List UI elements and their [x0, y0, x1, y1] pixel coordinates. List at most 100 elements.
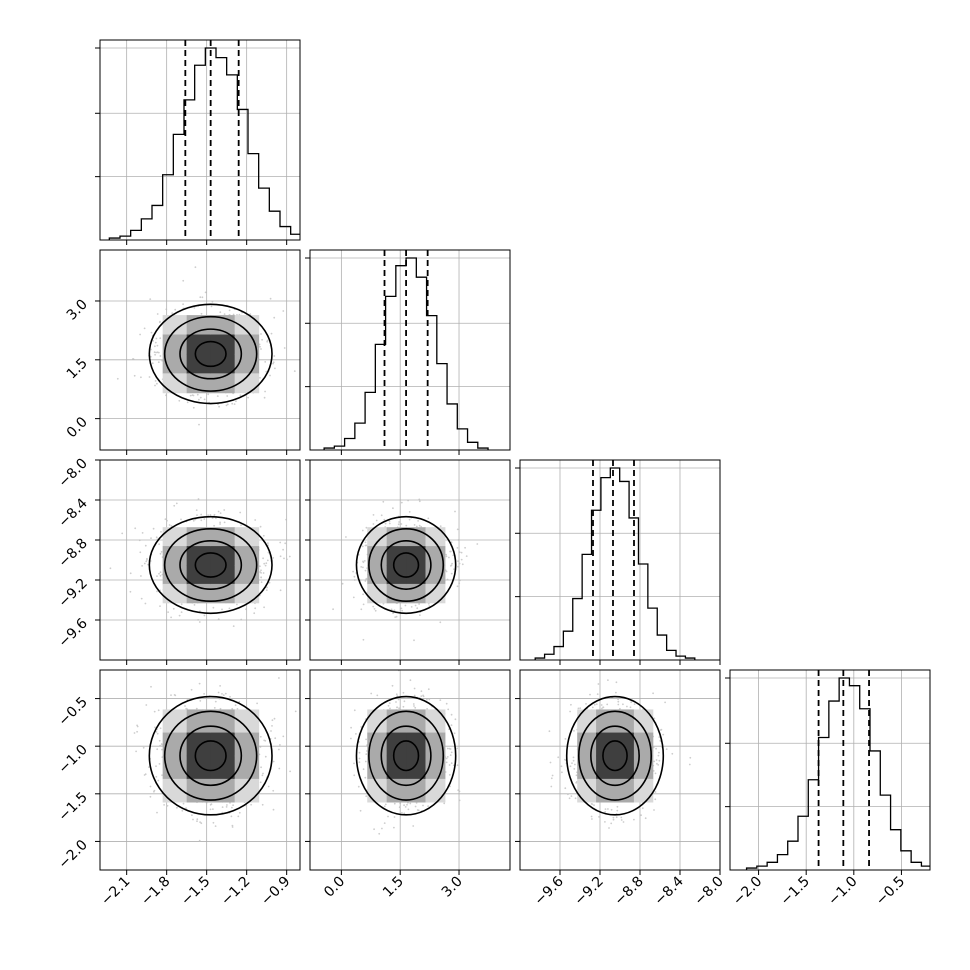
scatter-point — [568, 797, 571, 800]
scatter-point — [259, 565, 261, 568]
scatter-point — [364, 776, 367, 779]
scatter-point — [410, 606, 413, 608]
scatter-point — [165, 394, 167, 397]
y-tick-label-p3: −8.4 — [55, 495, 90, 530]
scatter-point — [572, 759, 575, 762]
scatter-point — [393, 802, 396, 805]
scatter-point — [458, 799, 461, 802]
scatter-point — [155, 775, 158, 778]
contour-line — [392, 552, 420, 578]
scatter-point — [200, 822, 203, 825]
scatter-point — [407, 499, 409, 502]
scatter-point — [598, 816, 600, 818]
panel-2-1: 0.0 1.5 3.0 — [64, 249, 301, 455]
contour-line — [194, 740, 227, 772]
scatter-point — [109, 567, 112, 570]
scatter-point — [458, 790, 461, 793]
scatter-point — [214, 700, 217, 703]
scatter-point — [173, 504, 176, 507]
scatter-point — [597, 683, 600, 685]
scatter-point — [201, 296, 204, 299]
scatter-point — [154, 353, 157, 356]
scatter-point — [401, 609, 403, 612]
scatter-point — [689, 756, 692, 759]
scatter-point — [261, 338, 263, 341]
scatter-point — [176, 806, 178, 809]
scatter-point — [574, 797, 577, 800]
scatter-point — [612, 818, 615, 821]
histogram-p3 — [534, 467, 696, 660]
scatter-point — [550, 777, 553, 780]
scatter-point — [420, 695, 423, 697]
scatter-point — [390, 608, 393, 611]
scatter-point — [272, 760, 275, 763]
scatter-point — [362, 593, 364, 596]
scatter-point — [456, 547, 459, 549]
scatter-point — [199, 610, 201, 613]
scatter-point — [445, 555, 448, 558]
scatter-point — [213, 707, 216, 709]
scatter-point — [418, 498, 421, 501]
scatter-point — [231, 402, 234, 405]
scatter-point — [180, 603, 183, 606]
scatter-point — [652, 692, 654, 695]
density-cell — [367, 527, 388, 547]
scatter-point — [380, 514, 383, 517]
scatter-point — [564, 738, 567, 740]
scatter-point — [249, 313, 252, 315]
scatter-point — [158, 321, 161, 324]
scatter-point — [153, 351, 156, 354]
scatter-point — [373, 828, 375, 831]
scatter-point — [456, 747, 458, 750]
scatter-point — [199, 296, 202, 299]
panel-4-4: −2.0 −1.5 −1.0 −0.5 — [725, 669, 931, 909]
scatter-point — [210, 803, 213, 805]
scatter-point — [279, 555, 282, 558]
scatter-point — [221, 608, 223, 611]
scatter-point — [155, 351, 158, 354]
scatter-point — [159, 355, 162, 357]
scatter-point — [415, 525, 418, 528]
scatter-point — [362, 603, 365, 606]
scatter-point — [166, 804, 169, 807]
scatter-point — [427, 805, 429, 807]
scatter-point — [601, 707, 603, 710]
scatter-point — [602, 706, 604, 709]
density-cell — [210, 755, 236, 780]
panel-frame — [519, 459, 721, 661]
scatter-point — [161, 743, 164, 746]
scatter-point — [428, 605, 431, 607]
scatter-point — [616, 805, 619, 808]
scatter-point — [260, 333, 262, 335]
x-tick-label-p2: 3.0 — [439, 874, 466, 901]
scatter-point — [170, 616, 173, 619]
scatter-point — [218, 697, 221, 700]
scatter-point — [144, 602, 147, 605]
scatter-point — [570, 703, 572, 706]
scatter-point — [426, 698, 428, 701]
y-tick-label-p4: −0.5 — [55, 694, 90, 729]
scatter-point — [571, 762, 573, 764]
scatter-point — [154, 345, 156, 348]
x-tick-label-p4: −2.0 — [730, 874, 765, 909]
scatter-point — [653, 760, 656, 763]
scatter-point — [156, 590, 158, 593]
density-cell — [596, 755, 616, 780]
scatter-point — [285, 518, 287, 521]
scatter-point — [372, 514, 375, 516]
scatter-point — [573, 730, 575, 732]
scatter-point — [195, 707, 198, 710]
scatter-point — [233, 403, 236, 405]
scatter-point — [231, 824, 234, 827]
scatter-point — [116, 377, 119, 380]
density-cell — [633, 709, 654, 734]
scatter-point — [655, 747, 657, 750]
scatter-point — [593, 804, 595, 807]
panel-frame — [99, 39, 301, 241]
density-cell — [162, 583, 188, 604]
scatter-point — [191, 394, 194, 396]
scatter-point — [154, 380, 157, 382]
scatter-point — [400, 501, 403, 504]
scatter-point — [261, 774, 264, 777]
contour-line — [565, 695, 665, 816]
